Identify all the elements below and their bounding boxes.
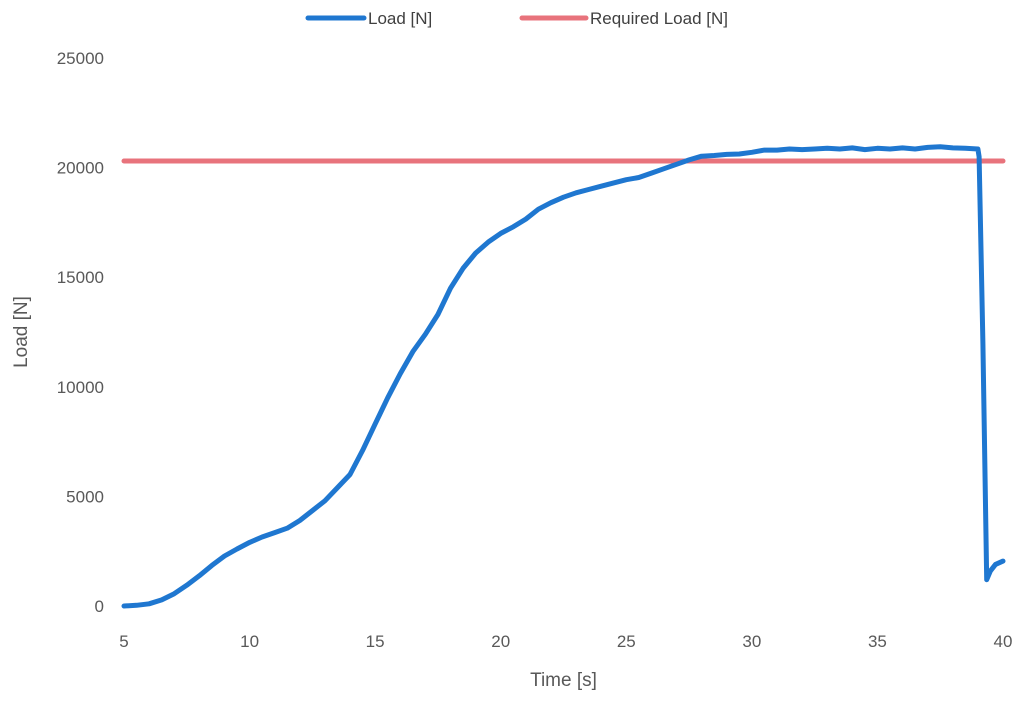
x-axis-ticks: 5 10 15 20 25 30 35 40 [119,632,1012,651]
y-tick-label: 0 [95,597,104,616]
y-tick-label: 25000 [57,49,104,68]
legend: Load [N] Required Load [N] [305,9,728,28]
x-tick-label: 10 [240,632,259,651]
x-axis-title: Time [s] [530,670,597,691]
x-tick-label: 35 [868,632,887,651]
y-tick-label: 10000 [57,378,104,397]
x-tick-label: 25 [617,632,636,651]
plot-area [121,144,1006,609]
x-tick-label: 5 [119,632,128,651]
x-tick-label: 15 [366,632,385,651]
legend-label: Required Load [N] [590,9,728,28]
y-axis-ticks: 0 5000 10000 15000 20000 25000 [57,49,104,616]
x-tick-label: 20 [491,632,510,651]
x-tick-label: 30 [742,632,761,651]
y-axis-title: Load [N] [11,296,32,368]
legend-label: Load [N] [368,9,432,28]
series-line-load [121,144,1006,609]
x-tick-label: 40 [994,632,1013,651]
y-tick-label: 20000 [57,159,104,178]
y-tick-label: 15000 [57,268,104,287]
y-tick-label: 5000 [66,487,104,506]
